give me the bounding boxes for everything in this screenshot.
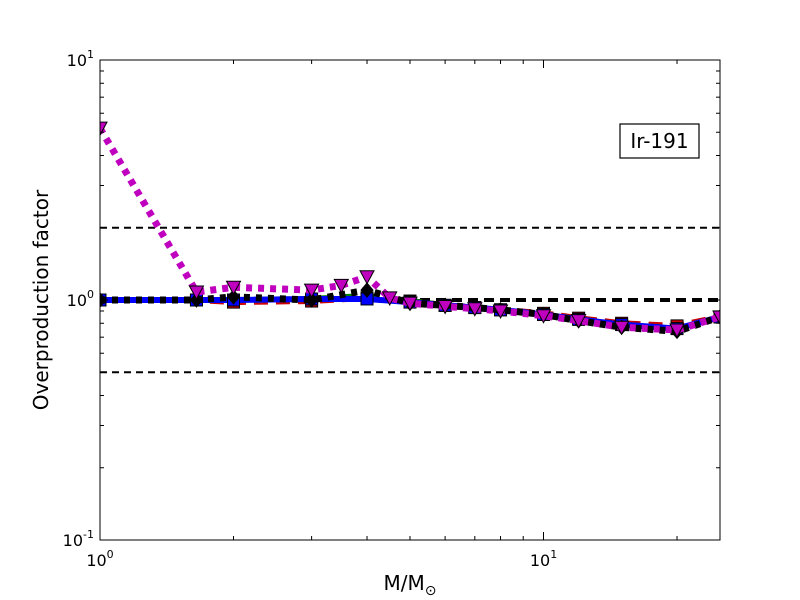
series-3-point [360,282,374,298]
plot-frame [99,59,721,541]
series-3-point [304,292,319,308]
y-axis-label: Overproduction factor [29,189,53,410]
series-4-point [437,299,453,315]
series-4-point [535,309,552,324]
series-4-point [669,323,685,339]
x-tick-label: 100 [86,548,113,570]
annotation-label: Ir-191 [630,129,688,153]
series-4-point [712,310,720,325]
series-3-point [226,289,241,305]
series-4-point [225,280,242,296]
annotation-box: Ir-191 [619,123,700,159]
series-4-point [188,285,205,301]
x-tick-label: 101 [530,548,557,570]
y-tick-label: 100 [67,288,94,310]
x-axis-label: M/M⊙ [384,571,437,599]
y-tick-label: 101 [67,48,94,70]
series-layer [100,121,720,340]
series-4-point [570,314,587,329]
y-tick-label: 10-1 [63,528,94,550]
series-4-point [333,278,350,294]
series-4-point [381,291,398,306]
series-4-point [402,296,418,312]
series-4 [100,121,720,339]
series-4-point [466,302,483,317]
series-4-point [492,304,509,320]
series-3-line [100,286,720,335]
x-axis-label-subscript: ⊙ [425,583,437,599]
series-4-line [100,126,720,334]
series-4-point [359,270,375,285]
series-4-point [613,320,630,336]
series-4-point [303,283,320,299]
